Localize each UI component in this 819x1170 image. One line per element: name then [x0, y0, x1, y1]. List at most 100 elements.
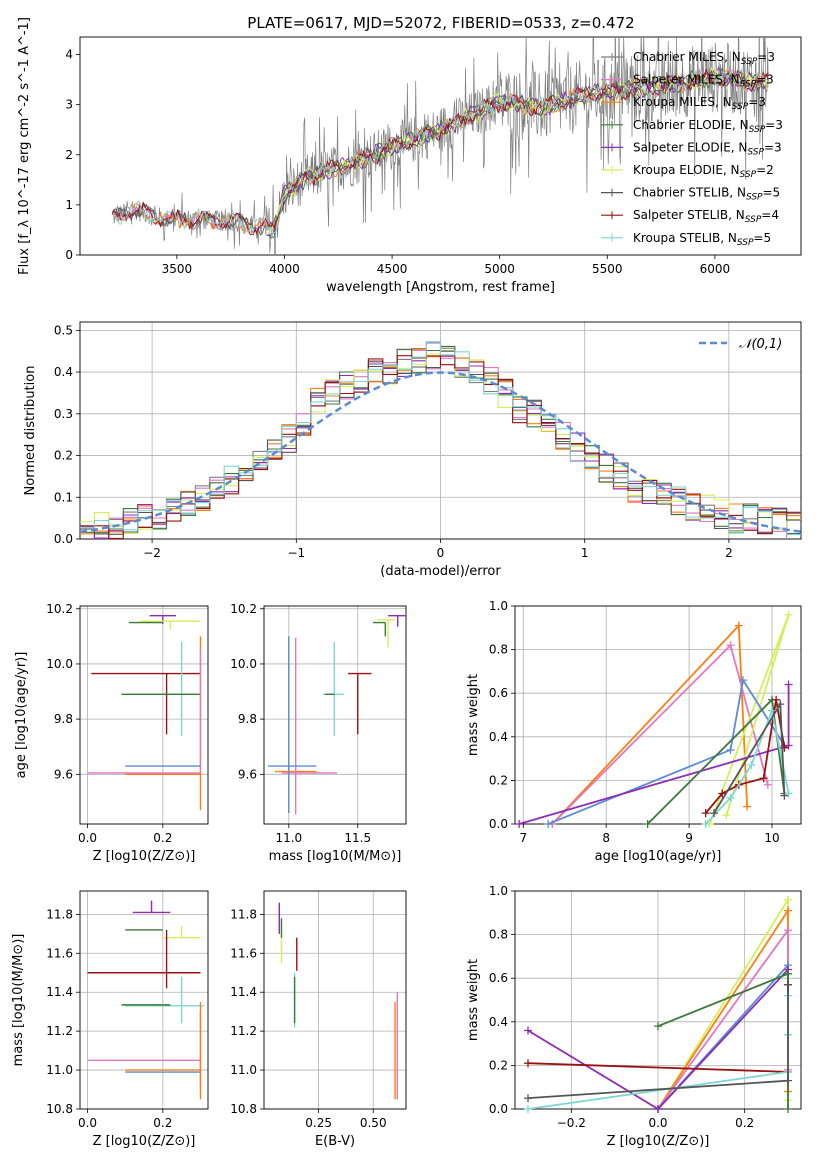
- weight_vs_age-marker-8-2: [780, 791, 789, 800]
- residuals-ytick-label-0: 0.0: [54, 532, 73, 546]
- spectrum-xtick-label-4: 5500: [592, 262, 623, 276]
- weight_vs_Z-marker-6-0: [524, 1059, 532, 1068]
- weight_vs_age-series-line-3: [547, 677, 786, 824]
- legend-label-6: Chabrier STELIB, NSSP=5: [633, 186, 780, 203]
- weight_vs_age-xtick-label-1: 8: [602, 831, 610, 845]
- weight_vs_Z-xlabel: Z [log10(Z/Z⊙)]: [607, 1134, 710, 1149]
- weight_vs_age-marker-0-1: [734, 621, 743, 630]
- spectrum-ytick-label-0: 0: [65, 248, 73, 262]
- residuals-panel: −2 −1 0 1 2 0.0 0.1 0.2 0.3 0.4 0.5 (data-model)/er…: [23, 321, 802, 579]
- weight_vs_Z-ytick-label-4: 0.8: [489, 928, 508, 942]
- weight_vs_Z-panel: −0.2 0.0 0.2 0.0 0.2 0.4 0.6 0.8 1.0 Z [log10(Z/Z…: [466, 884, 802, 1149]
- weight_vs_Z-ytick-label-5: 1.0: [489, 884, 508, 898]
- legend-label-7: Salpeter STELIB, NSSP=4: [633, 208, 779, 225]
- weight_vs_age-xlabel: age [log10(age/yr)]: [595, 849, 722, 864]
- legend-label-8: Kroupa STELIB, NSSP=5: [633, 231, 771, 248]
- weight_vs_Z-marker-8-1: [784, 1076, 792, 1085]
- residuals-xlabel: (data-model)/error: [380, 564, 501, 579]
- residuals-xtick-label-3: 1: [581, 546, 589, 560]
- weight_vs_age-xtick-label-2: 9: [685, 831, 693, 845]
- weight_vs_age-marker-5-0: [643, 820, 652, 828]
- residuals-ytick-label-2: 0.2: [54, 449, 73, 463]
- mass_vs_Z-panel: 0.0 0.2 10.8 11.0 11.2 11.4 11.6 11.8 Z [log10(Z…: [11, 890, 209, 1149]
- weight_vs_Z-marker-5-0: [654, 1022, 662, 1031]
- weight_vs_Z-xtick-label-1: 0.0: [648, 1116, 667, 1130]
- residuals-frame: [79, 321, 802, 540]
- mass_vs_Z-frame: [79, 890, 209, 1110]
- gaussian-legend-label: 𝒩(0,1): [739, 337, 782, 352]
- weight_vs_Z-marker-4-1: [654, 1105, 662, 1113]
- weight_vs_age-marker-7-3: [767, 706, 776, 715]
- mass_vs_ebv-ytick-label-3: 11.4: [230, 985, 257, 999]
- weight_vs_Z-ytick-label-0: 0.0: [489, 1102, 508, 1116]
- weight_vs_Z-marker-1-1: [784, 906, 792, 915]
- weight_vs_Z-ytick-label-1: 0.2: [489, 1058, 508, 1072]
- spectrum-model-line-7: [111, 68, 769, 236]
- weight_vs_age-marker-8-1: [776, 700, 785, 709]
- spectrum-model-line-8: [112, 70, 769, 237]
- age_vs_Z-ylabel: age [log10(age/yr)]: [14, 652, 29, 779]
- weight_vs_age-frame: [514, 605, 802, 825]
- weight_vs_Z-marker-4-0: [524, 1026, 532, 1035]
- age_vs_Z-ytick-label-2: 10.0: [46, 657, 73, 671]
- age_vs_Z-ytick-label-3: 10.2: [46, 602, 73, 616]
- weight_vs_age-marker-4-2: [784, 680, 793, 689]
- histogram-step-8: [80, 341, 801, 536]
- mass_vs_ebv-xtick-label-1: 0.50: [360, 1116, 387, 1130]
- weight_vs_age-series-line-1: [551, 643, 769, 824]
- weight_vs_age-marker-3-0: [544, 820, 553, 828]
- age_vs_mass-xlabel: mass [log10(M/M⊙)]: [269, 849, 402, 864]
- age_vs_mass-ytick-label-0: 9.6: [238, 767, 257, 781]
- weight_vs_Z-marker-5-1: [784, 969, 792, 978]
- weight_vs_age-ytick-label-4: 0.8: [489, 643, 508, 657]
- weight_vs_age-marker-4-0: [515, 820, 524, 828]
- spectrum-ylabel: Flux [f_λ 10^-17 erg cm^-2 s^-1 A^-1]: [17, 17, 32, 275]
- age_vs_mass-frame: [263, 605, 407, 825]
- weight_vs_age-marker-7-2: [747, 761, 756, 770]
- figure-title: PLATE=0617, MJD=52072, FIBERID=0533, z=0…: [247, 14, 634, 32]
- spectrum-xlabel: wavelength [Angstrom, rest frame]: [326, 280, 555, 295]
- spectrum-xtick-label-0: 3500: [162, 262, 193, 276]
- residuals-xtick-label-0: −2: [143, 546, 161, 560]
- residuals-xtick-label-4: 2: [725, 546, 733, 560]
- spectrum-xtick-label-2: 4500: [377, 262, 408, 276]
- mass_vs_ebv-ytick-label-1: 11.0: [230, 1063, 257, 1077]
- mass_vs_ebv-xtick-label-0: 0.25: [305, 1116, 332, 1130]
- spectrum-legend: Chabrier MILES, NSSP=3 Salpeter MILES, NS…: [601, 50, 783, 248]
- mass_vs_Z-ytick-label-4: 11.6: [46, 946, 73, 960]
- weight_vs_age-ytick-label-2: 0.4: [489, 730, 508, 744]
- legend-label-0: Chabrier MILES, NSSP=3: [633, 50, 775, 67]
- mass_vs_Z-xtick-label-1: 0.2: [153, 1116, 172, 1130]
- weight_vs_age-marker-2-2: [722, 811, 731, 820]
- mass_vs_Z-ytick-label-2: 11.2: [46, 1024, 73, 1038]
- plot-layer: 3500 4000 4500 5000 5500 6000 0 1 2 3 4 wavelength …: [11, 17, 802, 1149]
- spectrum-model-line-4: [267, 67, 769, 237]
- weight_vs_age-marker-3-2: [738, 676, 747, 685]
- weight_vs_age-xtick-label-3: 10: [764, 831, 779, 845]
- mass_vs_Z-ytick-label-1: 11.0: [46, 1063, 73, 1077]
- spectrum-xtick-label-3: 5000: [484, 262, 515, 276]
- legend-label-4: Salpeter ELODIE, NSSP=3: [633, 140, 782, 157]
- age_vs_Z-ytick-label-1: 9.8: [54, 712, 73, 726]
- gaussian-curve: [80, 371, 801, 533]
- residuals-xtick-label-1: −1: [287, 546, 305, 560]
- weight_vs_Z-xtick-label-2: 0.2: [735, 1116, 754, 1130]
- weight_vs_age-series-line-4: [518, 684, 790, 824]
- residuals-ylabel: Normed distribution: [23, 366, 38, 496]
- age_vs_Z-panel: 0.0 0.2 9.6 9.8 10.0 10.2 Z [log10(Z/Z⊙)] age […: [14, 602, 209, 864]
- weight_vs_age-marker-7-1: [726, 793, 735, 802]
- age_vs_Z-xlabel: Z [log10(Z/Z⊙)]: [93, 849, 196, 864]
- residuals-ytick-label-4: 0.4: [54, 365, 73, 379]
- mass_vs_Z-ytick-label-0: 10.8: [46, 1102, 73, 1116]
- weight_vs_Z-marker-5-2: [784, 1105, 792, 1113]
- mass_vs_ebv-xlabel: E(B-V): [315, 1134, 355, 1149]
- legend-label-2: Kroupa MILES, NSSP=3: [633, 95, 766, 112]
- weight_vs_age-ytick-label-0: 0.0: [489, 817, 508, 831]
- spectrum-ytick-label-2: 2: [65, 148, 73, 162]
- age_vs_mass-ytick-label-1: 9.8: [238, 712, 257, 726]
- spectrum-frame: [79, 36, 802, 256]
- weight_vs_age-panel: 7 8 9 10 0.0 0.2 0.4 0.6 0.8 1.0 age [log10(age/yr…: [466, 599, 802, 864]
- mass_vs_Z-ylabel: mass [log10(M/M⊙)]: [11, 934, 26, 1067]
- weight_vs_age-marker-3-1: [726, 745, 735, 754]
